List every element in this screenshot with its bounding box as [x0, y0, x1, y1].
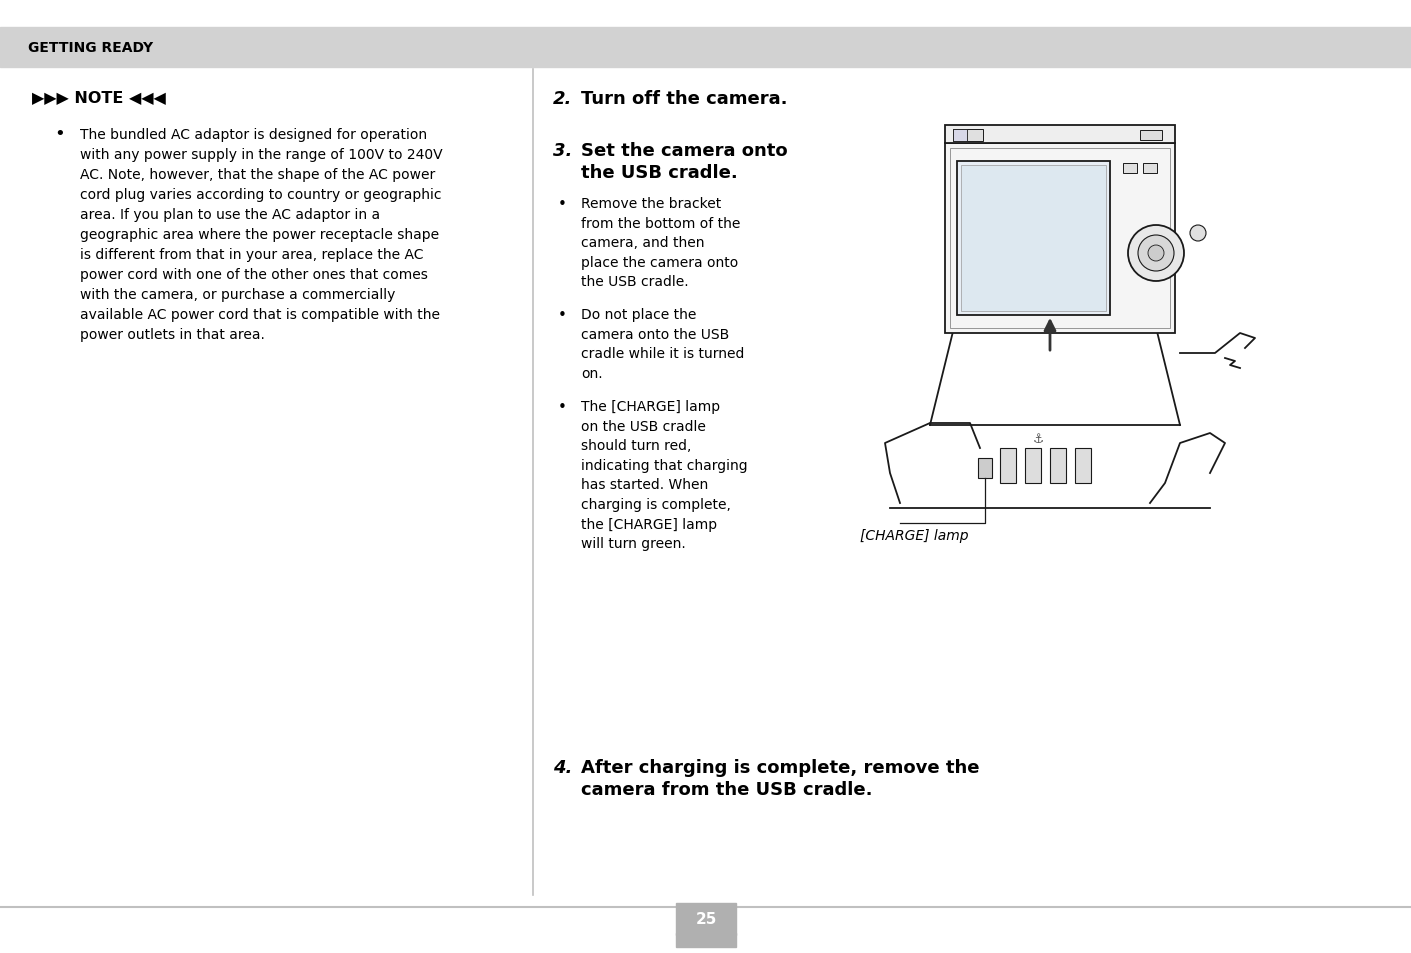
Text: The [CHARGE] lamp: The [CHARGE] lamp: [581, 400, 720, 414]
Bar: [676, 903, 737, 935]
Bar: [1024, 449, 1041, 483]
Text: camera from the USB cradle.: camera from the USB cradle.: [581, 781, 872, 799]
Text: camera onto the USB: camera onto the USB: [581, 328, 729, 341]
Text: the USB cradle.: the USB cradle.: [581, 164, 738, 182]
Text: •: •: [557, 308, 567, 323]
Bar: [978, 458, 992, 478]
Bar: [1143, 164, 1157, 173]
Text: ⚓: ⚓: [1033, 433, 1044, 446]
Bar: [0, 28, 1411, 68]
Text: with any power supply in the range of 100V to 240V: with any power supply in the range of 10…: [80, 148, 443, 162]
Text: charging is complete,: charging is complete,: [581, 497, 731, 512]
Circle shape: [1149, 246, 1164, 262]
Text: area. If you plan to use the AC adaptor in a: area. If you plan to use the AC adaptor …: [80, 208, 380, 222]
Text: After charging is complete, remove the: After charging is complete, remove the: [581, 759, 979, 776]
Text: power cord with one of the other ones that comes: power cord with one of the other ones th…: [80, 268, 428, 282]
Circle shape: [1127, 226, 1184, 282]
Text: the USB cradle.: the USB cradle.: [581, 274, 689, 289]
Text: AC. Note, however, that the shape of the AC power: AC. Note, however, that the shape of the…: [80, 168, 435, 182]
Text: 2.: 2.: [553, 90, 573, 108]
Bar: [1123, 164, 1137, 173]
Bar: [950, 149, 1170, 329]
Text: 4.: 4.: [553, 759, 573, 776]
Text: will turn green.: will turn green.: [581, 537, 686, 551]
Text: •: •: [557, 196, 567, 212]
Bar: [961, 166, 1106, 312]
Text: camera, and then: camera, and then: [581, 235, 704, 250]
Text: Remove the bracket: Remove the bracket: [581, 196, 721, 211]
Text: the [CHARGE] lamp: the [CHARGE] lamp: [581, 517, 717, 531]
Text: should turn red,: should turn red,: [581, 439, 691, 453]
Bar: [957, 162, 1110, 315]
Text: ▶▶▶ NOTE ◀◀◀: ▶▶▶ NOTE ◀◀◀: [32, 90, 165, 105]
Bar: [952, 130, 967, 142]
Text: 3.: 3.: [553, 142, 573, 160]
Bar: [676, 933, 737, 947]
Bar: [945, 126, 1175, 144]
Bar: [1140, 131, 1163, 141]
Text: cord plug varies according to country or geographic: cord plug varies according to country or…: [80, 188, 442, 202]
Text: power outlets in that area.: power outlets in that area.: [80, 328, 265, 341]
Text: available AC power cord that is compatible with the: available AC power cord that is compatib…: [80, 308, 440, 322]
Text: on.: on.: [581, 367, 602, 380]
Text: cradle while it is turned: cradle while it is turned: [581, 347, 745, 361]
Bar: [952, 130, 983, 142]
Text: has started. When: has started. When: [581, 478, 708, 492]
Text: •: •: [54, 125, 65, 143]
Bar: [1050, 449, 1065, 483]
Text: Set the camera onto: Set the camera onto: [581, 142, 787, 160]
Text: geographic area where the power receptacle shape: geographic area where the power receptac…: [80, 228, 439, 242]
Text: Do not place the: Do not place the: [581, 308, 697, 322]
Text: with the camera, or purchase a commercially: with the camera, or purchase a commercia…: [80, 288, 395, 302]
Text: Turn off the camera.: Turn off the camera.: [581, 90, 787, 108]
Circle shape: [1189, 226, 1206, 242]
Text: on the USB cradle: on the USB cradle: [581, 419, 706, 434]
Bar: [1000, 449, 1016, 483]
Text: 25: 25: [696, 911, 717, 926]
Text: place the camera onto: place the camera onto: [581, 255, 738, 269]
Text: •: •: [557, 400, 567, 416]
Bar: [1075, 449, 1091, 483]
Text: The bundled AC adaptor is designed for operation: The bundled AC adaptor is designed for o…: [80, 128, 428, 142]
Text: GETTING READY: GETTING READY: [28, 41, 154, 55]
Bar: [945, 144, 1175, 334]
Text: indicating that charging: indicating that charging: [581, 458, 748, 473]
Text: is different from that in your area, replace the AC: is different from that in your area, rep…: [80, 248, 423, 262]
Text: from the bottom of the: from the bottom of the: [581, 216, 741, 231]
Circle shape: [1139, 235, 1174, 272]
Text: [CHARGE] lamp: [CHARGE] lamp: [859, 529, 968, 542]
